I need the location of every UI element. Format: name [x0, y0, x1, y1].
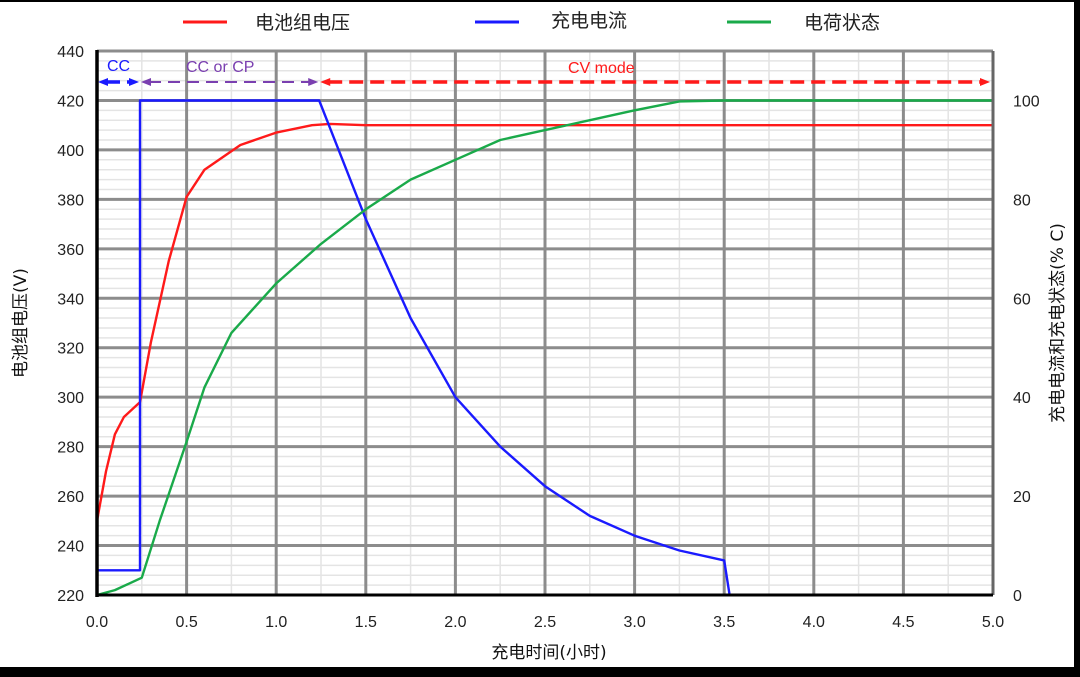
y-left-axis-ticks: 440 420 400 380 360 340 320 300 280 260 240 220 [57, 44, 84, 605]
y-right-tick-label: 20 [1013, 489, 1031, 506]
x-axis-title: 充电时间(小时) [491, 643, 606, 663]
y-right-tick-label: 0 [1013, 588, 1022, 605]
x-tick-label: 1.5 [355, 614, 377, 631]
y-left-tick-label: 260 [57, 489, 84, 506]
x-tick-label: 2.5 [534, 614, 556, 631]
legend-label-current: 充电电流 [551, 10, 627, 32]
major-gridlines [97, 51, 993, 595]
x-tick-label: 0.5 [175, 614, 197, 631]
y-left-tick-label: 340 [57, 291, 84, 308]
mode-label-cv: CV mode [568, 60, 635, 77]
x-tick-label: 4.0 [803, 614, 825, 631]
y-left-tick-label: 220 [57, 588, 84, 605]
y-right-tick-label: 100 [1013, 93, 1040, 110]
legend-label-voltage: 电池组电压 [255, 12, 350, 34]
current-line [97, 99, 993, 597]
mode-label-cc-or-cp: CC or CP [186, 59, 254, 76]
y-left-tick-label: 300 [57, 390, 84, 407]
legend-label-soc: 电荷状态 [804, 12, 880, 34]
x-tick-label: 0.0 [86, 614, 108, 631]
soc-line [96, 99, 993, 597]
x-tick-label: 3.5 [713, 614, 735, 631]
y-left-tick-label: 420 [57, 93, 84, 110]
y-left-tick-label: 440 [57, 44, 84, 61]
legend: 电池组电压 充电电流 电荷状态 [183, 10, 880, 34]
y-right-tick-label: 60 [1013, 291, 1031, 308]
y-left-axis-title: 电池组电压(V) [11, 268, 31, 378]
y-right-axis-title: 充电电流和充电状态(% C) [1048, 223, 1068, 423]
cc-or-cp-arrow-arrowhead-left [141, 78, 152, 86]
y-left-tick-label: 380 [57, 192, 84, 209]
cc-or-cp-arrow-arrowhead-right [308, 78, 319, 86]
cc-arrow-arrowhead-right [129, 78, 140, 86]
y-left-tick-label: 400 [57, 143, 84, 160]
y-right-tick-label: 40 [1013, 390, 1031, 407]
y-left-tick-label: 320 [57, 341, 84, 358]
cv-arrow-arrowhead-left [320, 78, 331, 86]
x-tick-label: 4.5 [892, 614, 914, 631]
y-left-tick-label: 360 [57, 242, 84, 259]
x-axis-ticks: 0.0 0.5 1.0 1.5 2.0 2.5 3.0 3.5 4.0 4.5 5.0 [86, 614, 1004, 631]
y-right-tick-label: 80 [1013, 192, 1031, 209]
mode-annotations [98, 78, 990, 86]
data-series [95, 99, 993, 597]
y-left-tick-label: 280 [57, 440, 84, 457]
x-tick-label: 5.0 [982, 614, 1004, 631]
x-tick-label: 2.0 [444, 614, 466, 631]
cv-arrow-arrowhead-right [980, 78, 990, 86]
plot-frame [95, 49, 995, 597]
y-right-axis-ticks: 100 80 60 40 20 0 [1013, 93, 1040, 605]
x-tick-label: 1.0 [265, 614, 287, 631]
x-tick-label: 3.0 [623, 614, 645, 631]
y-left-tick-label: 240 [57, 539, 84, 556]
cc-arrow-arrowhead-left [98, 78, 108, 86]
voltage-line [95, 122, 993, 522]
mode-label-cc: CC [107, 58, 130, 75]
